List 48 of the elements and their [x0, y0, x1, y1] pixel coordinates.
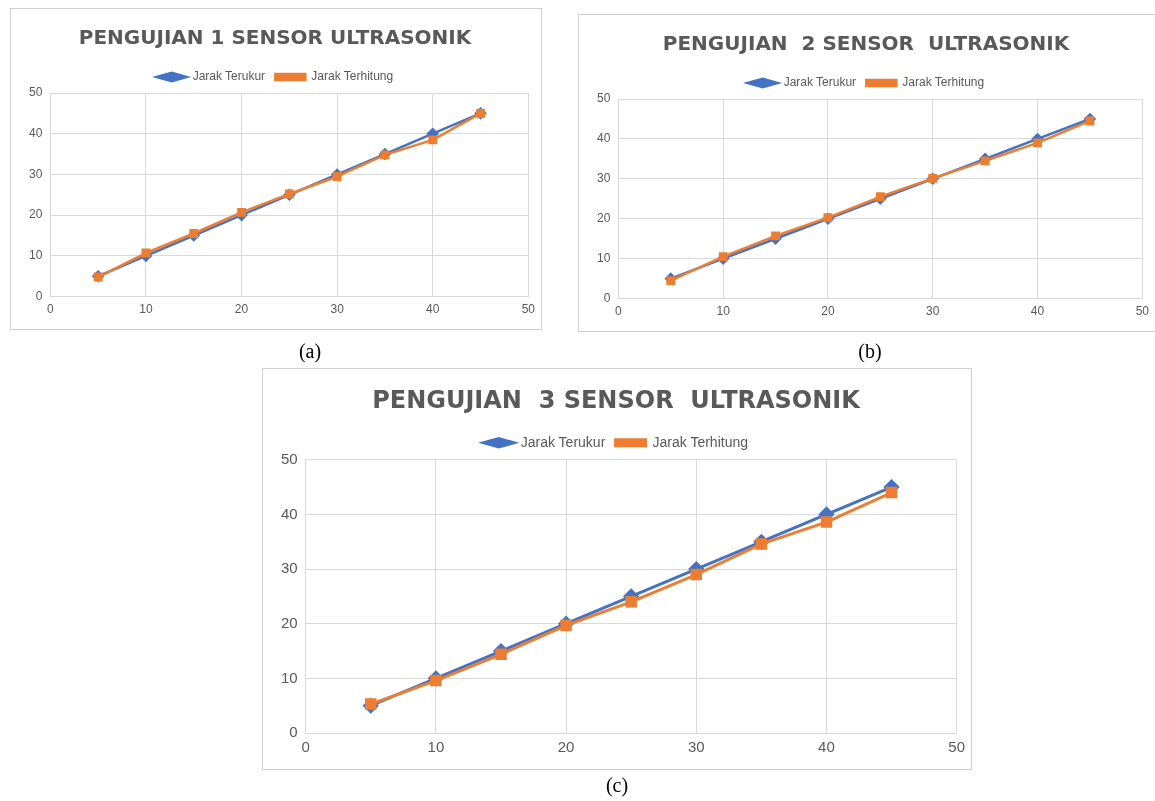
- y-tick-label: 50: [28, 85, 43, 100]
- x-tick-label: 10: [139, 302, 153, 317]
- x-tick-label: 10: [716, 304, 731, 319]
- legend-label: Jarak Terukur: [520, 433, 606, 450]
- x-tick-label: 50: [1135, 304, 1150, 319]
- legend-label: Jarak Terhitung: [311, 69, 394, 84]
- chart-title: PENGUJIAN 1 SENSOR ULTRASONIK: [78, 25, 473, 50]
- legend-label: Jarak Terukur: [783, 75, 857, 90]
- y-tick-label: 20: [281, 613, 298, 631]
- y-tick-label: 30: [596, 171, 611, 186]
- chart-title: PENGUJIAN 2 SENSOR ULTRASONIK: [662, 31, 1071, 56]
- y-tick-label: 30: [28, 166, 43, 181]
- y-tick-label: 20: [596, 211, 611, 226]
- x-tick-label: 40: [1030, 304, 1045, 319]
- x-tick-label: 10: [427, 738, 445, 756]
- x-tick-label: 30: [687, 738, 705, 756]
- y-tick-label: 50: [596, 91, 611, 106]
- x-tick-label: 20: [821, 304, 835, 319]
- y-tick-label: 40: [281, 504, 298, 522]
- y-tick-label: 40: [28, 126, 43, 141]
- y-tick-label: 10: [596, 250, 611, 265]
- y-tick-label: 20: [28, 207, 43, 222]
- chart-title: PENGUJIAN 3 SENSOR ULTRASONIK: [372, 385, 862, 414]
- x-tick-label: 40: [818, 738, 835, 756]
- y-tick-label: 0: [289, 723, 298, 741]
- x-tick-label: 0: [47, 302, 54, 317]
- text: (c): [604, 774, 630, 797]
- x-tick-label: 30: [926, 304, 940, 319]
- text: (a): [297, 340, 323, 363]
- x-tick-label: 50: [948, 738, 965, 756]
- y-tick-label: 10: [28, 248, 43, 263]
- y-tick-label: 0: [35, 288, 43, 303]
- x-tick-label: 0: [615, 304, 622, 319]
- x-tick-label: 40: [426, 302, 440, 317]
- legend-label: Jarak Terhitung: [652, 433, 749, 450]
- x-tick-label: 50: [521, 302, 536, 317]
- x-tick-label: 20: [557, 738, 575, 756]
- text: (b): [857, 340, 883, 363]
- y-tick-label: 50: [281, 449, 298, 467]
- legend-label: Jarak Terukur: [192, 69, 266, 84]
- x-tick-label: 20: [234, 302, 249, 317]
- y-tick-label: 30: [281, 559, 298, 577]
- x-tick-label: 0: [301, 738, 310, 756]
- x-tick-label: 30: [330, 302, 345, 317]
- legend-label: Jarak Terhitung: [902, 75, 985, 90]
- y-tick-label: 10: [281, 668, 298, 686]
- y-tick-label: 0: [603, 290, 611, 305]
- y-tick-label: 40: [596, 131, 611, 146]
